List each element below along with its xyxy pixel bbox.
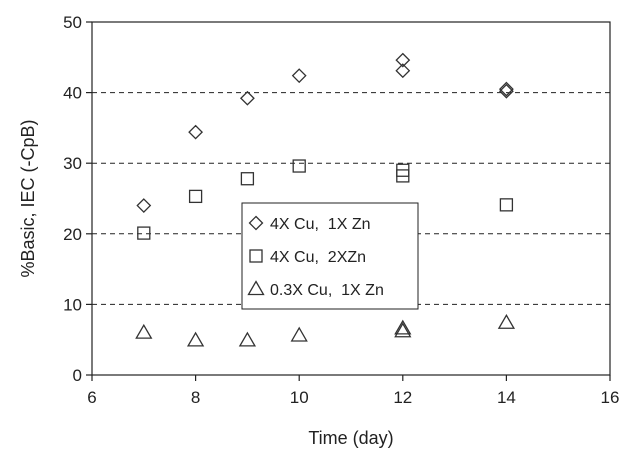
data-point-triangle [186,331,205,347]
y-axis: 0 10 20 30 40 50 [63,13,92,385]
data-point-diamond [188,124,204,140]
data-point-diamond [136,198,152,213]
plot-area [91,21,611,376]
legend-marker-diamond [248,215,264,231]
x-tick-label: 6 [87,388,96,407]
data-point-square [396,169,410,183]
data-point-triangle [238,331,257,347]
legend-label: 4X Cu, 1X Zn [270,216,371,233]
y-tick-label: 50 [63,13,82,32]
data-point-triangle [394,322,412,338]
y-tick-label: 0 [73,366,82,385]
data-point-square [240,172,255,186]
series-triangle [135,313,516,347]
legend-marker-triangle [247,280,265,296]
data-point-diamond [239,90,255,106]
data-point-triangle [497,313,516,329]
legend-label: 0.3X Cu, 1X Zn [270,282,384,299]
data-point-square [188,189,203,204]
x-tick-label: 12 [393,388,412,407]
series-diamond [136,52,514,213]
series-square [137,159,514,240]
data-point-diamond [395,52,411,68]
legend-marker-square [249,249,263,263]
legend-label: 4X Cu, 2XZn [270,249,366,266]
data-point-square [137,226,151,240]
data-point-square [292,159,306,173]
legend-box [241,202,419,310]
legend: 4X Cu, 1X Zn 4X Cu, 2XZn 0.3X Cu, 1X Zn [241,202,419,310]
y-tick-label: 30 [63,154,82,173]
data-point-square [499,198,514,212]
data-point-diamond [498,81,514,97]
x-tick-label: 16 [601,388,620,407]
y-axis-title: %Basic, IEC (-CpB) [18,119,38,277]
data-point-triangle [394,319,412,335]
x-tick-label: 14 [497,388,516,407]
x-axis-title: Time (day) [308,428,393,448]
data-point-diamond [498,83,514,99]
data-point-diamond [395,63,411,79]
data-points [135,52,516,347]
data-point-triangle [135,323,153,339]
y-tick-label: 10 [63,295,82,314]
data-point-triangle [290,326,308,342]
x-tick-label: 8 [191,388,200,407]
data-point-diamond [291,68,307,84]
y-tick-label: 40 [63,84,82,103]
y-tick-label: 20 [63,225,82,244]
x-axis: 6 8 10 12 14 16 [87,375,619,407]
x-tick-label: 10 [290,388,309,407]
